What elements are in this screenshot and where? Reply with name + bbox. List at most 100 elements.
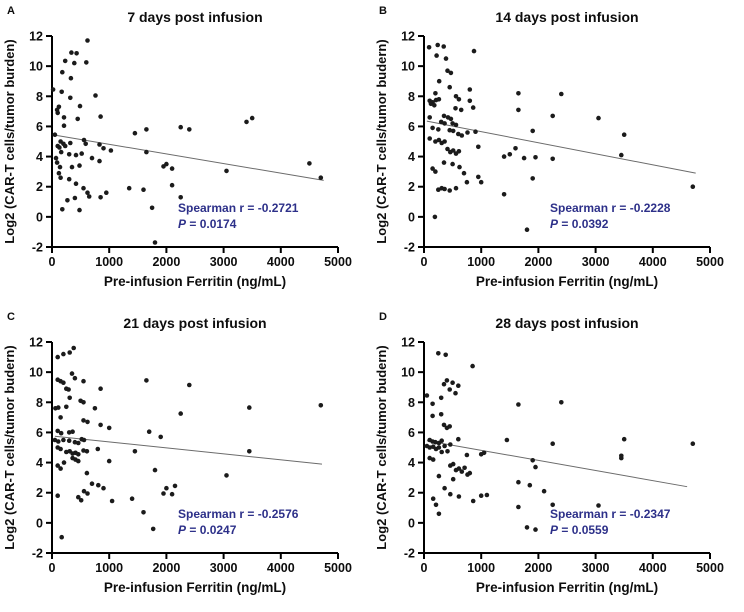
y-tick-label: 12 bbox=[401, 30, 415, 44]
data-point bbox=[106, 425, 112, 431]
data-point bbox=[161, 491, 166, 496]
data-point bbox=[178, 195, 183, 200]
data-point bbox=[450, 476, 456, 482]
data-point bbox=[55, 428, 60, 434]
data-point bbox=[427, 455, 432, 461]
data-point bbox=[690, 441, 696, 446]
data-point bbox=[450, 380, 455, 385]
data-point bbox=[81, 400, 86, 405]
data-point bbox=[66, 176, 72, 182]
y-tick-label: 2 bbox=[36, 180, 43, 194]
data-point bbox=[178, 411, 183, 416]
data-point bbox=[60, 69, 65, 75]
data-point bbox=[169, 182, 175, 188]
data-point bbox=[58, 446, 63, 452]
data-point bbox=[462, 465, 467, 471]
data-point bbox=[178, 124, 183, 130]
data-point bbox=[108, 148, 114, 153]
data-point bbox=[98, 195, 103, 200]
data-point bbox=[464, 452, 470, 458]
data-point bbox=[471, 48, 477, 54]
data-point bbox=[69, 50, 74, 55]
data-point bbox=[456, 436, 461, 442]
data-point bbox=[144, 378, 149, 383]
data-point bbox=[169, 491, 175, 497]
data-point bbox=[66, 152, 72, 157]
data-point bbox=[436, 78, 442, 84]
data-point bbox=[85, 190, 90, 195]
data-point bbox=[596, 115, 601, 121]
data-point bbox=[527, 482, 533, 488]
data-point bbox=[164, 161, 169, 167]
data-point bbox=[430, 401, 435, 407]
data-point bbox=[619, 152, 624, 158]
x-tick-label: 2000 bbox=[152, 255, 180, 269]
data-point bbox=[58, 430, 64, 436]
x-tick-label: 5000 bbox=[324, 255, 352, 269]
data-point bbox=[459, 469, 465, 474]
data-point bbox=[433, 91, 438, 96]
p-value-text: = 0.0559 bbox=[558, 523, 609, 537]
data-point bbox=[84, 449, 90, 454]
data-point bbox=[54, 160, 60, 165]
scatter-plot-A: A 7 days post infusion -2 0 2 4 6 8 10 12 0 1000 200… bbox=[2, 5, 352, 289]
data-point bbox=[158, 434, 163, 440]
data-point bbox=[441, 160, 447, 165]
spearman-annotation: Spearman r = -0.2347 bbox=[550, 507, 671, 521]
data-point bbox=[453, 94, 459, 99]
data-point bbox=[69, 164, 75, 170]
data-point bbox=[84, 60, 89, 65]
data-point bbox=[144, 149, 149, 155]
data-point bbox=[430, 413, 435, 419]
data-point bbox=[76, 494, 81, 500]
p-value-annotation: P = 0.0247 bbox=[178, 523, 237, 537]
y-tick-label: 8 bbox=[408, 396, 415, 410]
data-point bbox=[433, 139, 438, 144]
data-point bbox=[436, 511, 442, 517]
spearman-annotation: Spearman r = -0.2721 bbox=[178, 201, 299, 215]
x-tick-label: 3000 bbox=[582, 255, 610, 269]
y-tick-label: 2 bbox=[408, 180, 415, 194]
y-tick-label: 12 bbox=[29, 336, 43, 350]
data-point bbox=[450, 148, 456, 153]
data-point bbox=[464, 179, 470, 185]
p-value-annotation: P = 0.0174 bbox=[178, 217, 237, 231]
x-tick-label: 4000 bbox=[639, 561, 667, 575]
panel-letter: B bbox=[379, 5, 387, 17]
data-point bbox=[447, 84, 452, 90]
trend-line bbox=[54, 134, 324, 181]
p-value-annotation: P = 0.0559 bbox=[550, 523, 609, 537]
data-point bbox=[436, 445, 442, 450]
data-point bbox=[513, 146, 518, 151]
data-point bbox=[55, 354, 60, 360]
data-point bbox=[621, 132, 627, 137]
data-point bbox=[62, 143, 68, 149]
x-tick-label: 0 bbox=[421, 561, 428, 575]
data-point bbox=[432, 214, 438, 220]
data-point bbox=[57, 164, 63, 170]
trend-line bbox=[426, 120, 696, 174]
data-point bbox=[307, 161, 312, 166]
data-point bbox=[68, 95, 73, 101]
data-point bbox=[427, 115, 432, 120]
data-point bbox=[550, 156, 555, 162]
data-point bbox=[443, 56, 449, 61]
data-point bbox=[76, 452, 81, 457]
data-point bbox=[476, 174, 481, 180]
spearman-r-value: -0.2228 bbox=[630, 201, 671, 215]
y-tick-label: 10 bbox=[401, 366, 415, 380]
data-point bbox=[65, 198, 70, 203]
y-axis-label: Log2 (CAR-T cells/tumor burden) bbox=[2, 39, 17, 243]
data-point bbox=[141, 510, 146, 515]
data-point bbox=[152, 240, 158, 245]
data-point bbox=[247, 405, 252, 410]
data-point bbox=[450, 161, 455, 167]
y-tick-label: -2 bbox=[404, 241, 415, 255]
data-point bbox=[77, 163, 82, 168]
trend-line bbox=[54, 435, 323, 465]
panel-A: A 7 days post infusion -2 0 2 4 6 8 10 12 0 1000 200… bbox=[0, 0, 372, 306]
y-tick-label: 4 bbox=[36, 456, 43, 470]
data-points-group bbox=[52, 345, 324, 540]
data-point bbox=[530, 128, 535, 134]
data-point bbox=[152, 467, 158, 473]
